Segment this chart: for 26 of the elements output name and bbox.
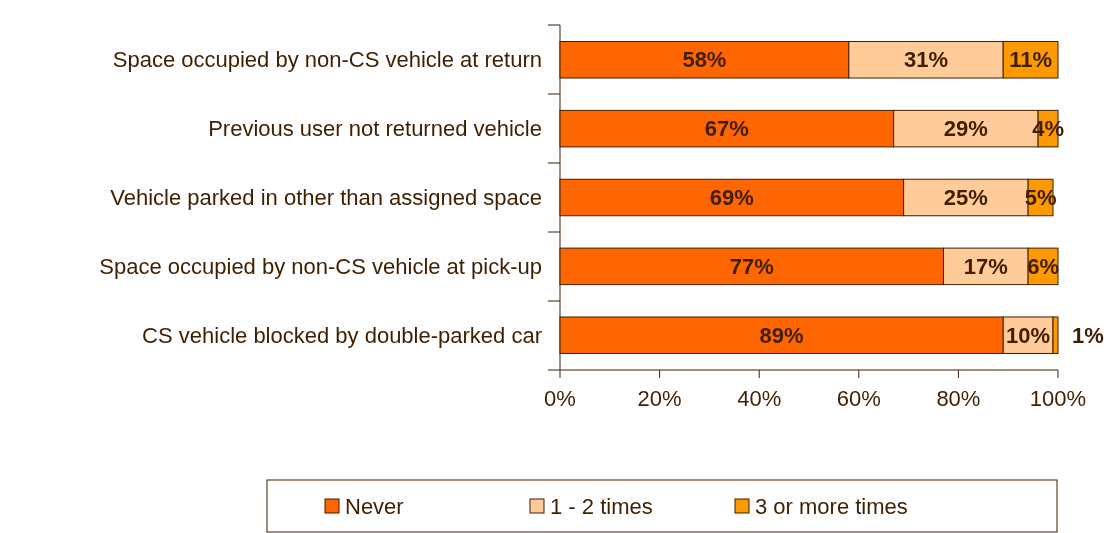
- y-tick-label: Previous user not returned vehicle: [208, 116, 542, 142]
- data-label: 67%: [704, 116, 749, 142]
- y-tick-label: CS vehicle blocked by double-parked car: [142, 322, 542, 348]
- data-label: 31%: [904, 47, 949, 73]
- legend-label: 3 or more times: [755, 493, 908, 519]
- y-tick-label: Vehicle parked in other than assigned space: [110, 185, 542, 211]
- data-label: 17%: [963, 254, 1008, 280]
- x-tick-label: 0%: [544, 386, 576, 411]
- data-label: 77%: [729, 254, 774, 280]
- data-label: 1%: [1072, 322, 1104, 348]
- x-tick-label: 100%: [1029, 386, 1087, 411]
- legend-label: Never: [345, 493, 404, 519]
- data-label: 10%: [1006, 322, 1051, 348]
- data-label: 89%: [759, 322, 804, 348]
- data-label: 58%: [682, 47, 727, 73]
- data-label: 25%: [943, 185, 988, 211]
- data-label: 11%: [1009, 47, 1053, 73]
- y-tick-label: Space occupied by non-CS vehicle at pick-up: [99, 254, 542, 280]
- legend-label: 1 - 2 times: [550, 493, 653, 519]
- data-label: 29%: [943, 116, 988, 142]
- x-tick-label: 80%: [936, 386, 981, 411]
- x-tick-label: 60%: [836, 386, 881, 411]
- x-tick-label: 20%: [637, 386, 682, 411]
- x-tick-label: 40%: [737, 386, 782, 411]
- y-tick-label: Space occupied by non-CS vehicle at return: [112, 47, 542, 73]
- data-label: 69%: [709, 185, 754, 211]
